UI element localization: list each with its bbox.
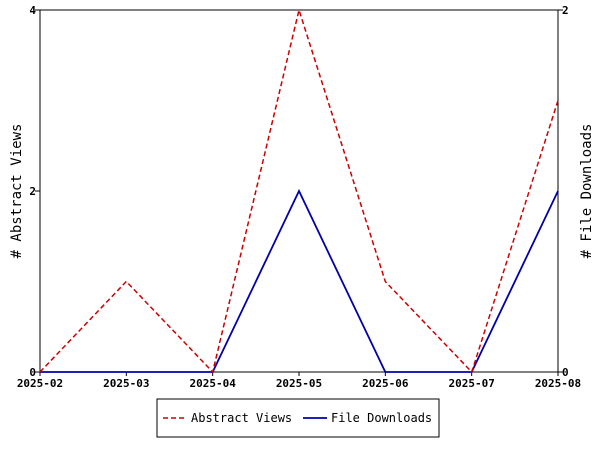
right-axis-title: # File Downloads xyxy=(579,124,595,259)
x-tick-label: 2025-08 xyxy=(535,377,581,390)
x-tick-label: 2025-03 xyxy=(103,377,149,390)
legend-label-file-downloads: File Downloads xyxy=(331,411,432,425)
plot-area: 2025-02 2025-03 2025-04 2025-05 2025-06 2025-… xyxy=(17,4,581,390)
x-tick-label: 2025-05 xyxy=(276,377,322,390)
x-tick-label: 2025-07 xyxy=(448,377,494,390)
left-y-tick-label: 0 xyxy=(29,366,36,379)
x-tick-label: 2025-02 xyxy=(17,377,63,390)
legend-label-abstract-views: Abstract Views xyxy=(191,411,292,425)
left-y-tick-label: 4 xyxy=(29,4,36,17)
series-line-abstract-views xyxy=(39,7,559,374)
legend-box xyxy=(156,398,440,438)
left-y-tick-label: 2 xyxy=(29,185,36,198)
right-y-tick-label: 2 xyxy=(562,4,569,17)
x-tick-label: 2025-04 xyxy=(189,377,236,390)
left-axis-title: # Abstract Views xyxy=(9,124,25,259)
legend: Abstract Views File Downloads xyxy=(156,398,440,438)
right-y-tick-label: 0 xyxy=(562,366,569,379)
x-tick-label: 2025-06 xyxy=(362,377,409,390)
